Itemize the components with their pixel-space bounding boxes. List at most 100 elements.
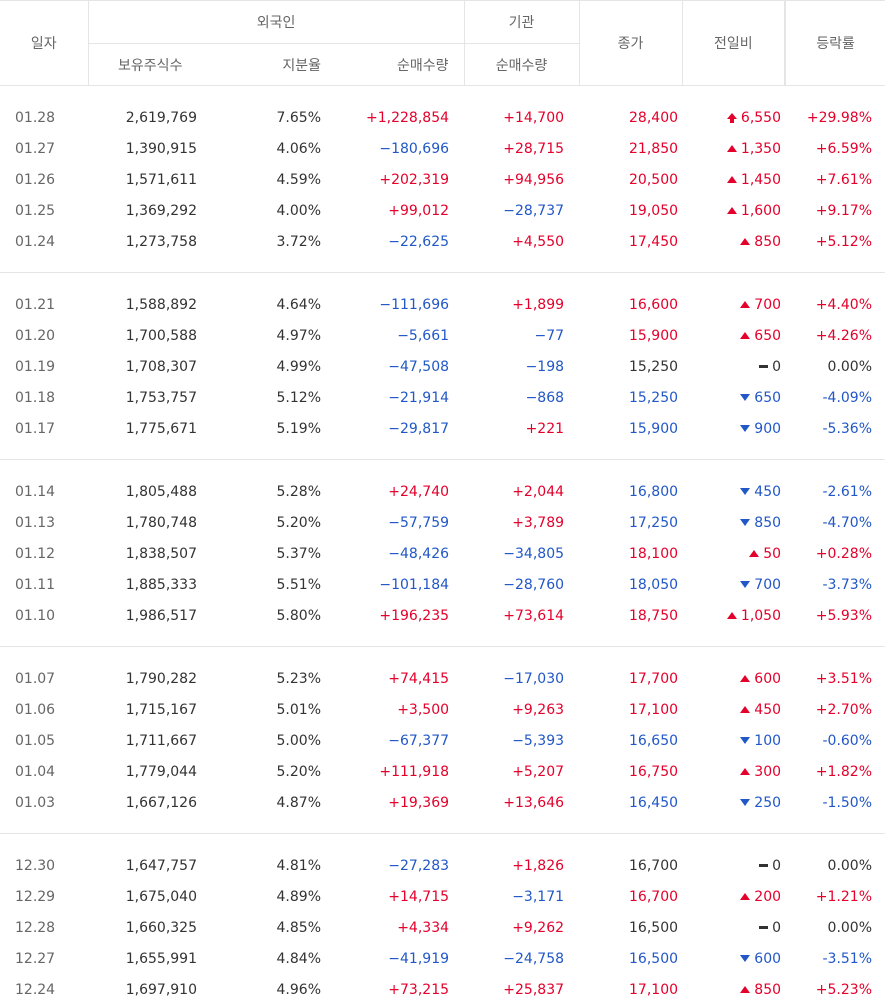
holdings-cell: 1,697,910	[88, 974, 212, 1005]
ratio-cell: 5.20%	[212, 507, 336, 538]
holdings-cell: 1,571,611	[88, 164, 212, 195]
change-value: 650	[754, 328, 781, 344]
holdings-cell: 1,700,588	[88, 320, 212, 351]
change-value: 0	[772, 359, 781, 375]
holdings-cell: 1,369,292	[88, 195, 212, 226]
down-triangle-icon	[740, 799, 750, 806]
date-cell: 01.12	[0, 538, 88, 569]
up-triangle-icon	[727, 176, 737, 183]
holdings-cell: 1,715,167	[88, 694, 212, 725]
change-value: 50	[763, 546, 781, 562]
down-triangle-icon	[740, 488, 750, 495]
close-cell: 16,500	[579, 912, 682, 943]
change-value: 250	[754, 795, 781, 811]
table-header: 일자 외국인 기관 종가 전일비 등락률 보유주식수 지분율 순매수량 순매수량	[0, 1, 885, 86]
change-cell: 850	[682, 226, 785, 257]
up-triangle-icon	[740, 768, 750, 775]
change-value: 0	[772, 858, 781, 874]
foreign-net-cell: +19,369	[336, 787, 464, 818]
rate-cell: -0.60%	[785, 725, 885, 756]
close-cell: 20,500	[579, 164, 682, 195]
change-cell: 50	[682, 538, 785, 569]
ratio-cell: 4.06%	[212, 133, 336, 164]
inst-net-cell: +3,789	[464, 507, 579, 538]
change-cell: 0	[682, 850, 785, 881]
change-value: 700	[754, 577, 781, 593]
change-value: 900	[754, 421, 781, 437]
date-cell: 01.26	[0, 164, 88, 195]
rate-cell: +0.28%	[785, 538, 885, 569]
rate-cell: +5.23%	[785, 974, 885, 1005]
foreign-net-cell: −48,426	[336, 538, 464, 569]
ratio-cell: 4.99%	[212, 351, 336, 382]
close-cell: 15,250	[579, 382, 682, 413]
ratio-cell: 4.59%	[212, 164, 336, 195]
rate-cell: 0.00%	[785, 912, 885, 943]
close-cell: 16,500	[579, 943, 682, 974]
change-cell: 650	[682, 382, 785, 413]
inst-net-cell: +14,700	[464, 102, 579, 133]
header-institution: 기관	[464, 1, 579, 44]
ratio-cell: 7.65%	[212, 102, 336, 133]
inst-net-cell: +9,262	[464, 912, 579, 943]
holdings-cell: 1,779,044	[88, 756, 212, 787]
header-date: 일자	[0, 1, 88, 86]
change-value: 1,600	[741, 203, 781, 219]
ratio-cell: 4.00%	[212, 195, 336, 226]
up-triangle-icon	[740, 301, 750, 308]
rate-cell: +29.98%	[785, 102, 885, 133]
up-triangle-icon	[740, 675, 750, 682]
header-change: 전일비	[682, 1, 785, 86]
date-cell: 01.18	[0, 382, 88, 413]
rate-cell: +9.17%	[785, 195, 885, 226]
header-foreign: 외국인	[88, 1, 464, 44]
inst-net-cell: −17,030	[464, 663, 579, 694]
date-cell: 01.19	[0, 351, 88, 382]
up-triangle-icon	[727, 207, 737, 214]
header-inst-net: 순매수량	[464, 44, 579, 86]
holdings-cell: 1,986,517	[88, 600, 212, 631]
foreign-net-cell: −57,759	[336, 507, 464, 538]
holdings-cell: 1,655,991	[88, 943, 212, 974]
holdings-cell: 1,708,307	[88, 351, 212, 382]
header-ratio: 지분율	[212, 44, 336, 86]
date-cell: 01.07	[0, 663, 88, 694]
inst-net-cell: +2,044	[464, 476, 579, 507]
date-cell: 12.29	[0, 881, 88, 912]
change-cell: 650	[682, 320, 785, 351]
date-cell: 12.30	[0, 850, 88, 881]
inst-net-cell: +1,826	[464, 850, 579, 881]
change-cell: 6,550	[682, 102, 785, 133]
change-cell: 0	[682, 912, 785, 943]
up-triangle-icon	[740, 893, 750, 900]
date-cell: 01.28	[0, 102, 88, 133]
up-triangle-icon	[727, 145, 737, 152]
down-triangle-icon	[740, 394, 750, 401]
inst-net-cell: +25,837	[464, 974, 579, 1005]
header-rate: 등락률	[785, 1, 885, 86]
foreign-net-cell: +74,415	[336, 663, 464, 694]
change-value: 450	[754, 484, 781, 500]
down-triangle-icon	[740, 955, 750, 962]
foreign-net-cell: −180,696	[336, 133, 464, 164]
foreign-net-cell: +24,740	[336, 476, 464, 507]
foreign-net-cell: +202,319	[336, 164, 464, 195]
change-cell: 450	[682, 694, 785, 725]
inst-net-cell: −3,171	[464, 881, 579, 912]
change-cell: 1,600	[682, 195, 785, 226]
ratio-cell: 5.80%	[212, 600, 336, 631]
close-cell: 19,050	[579, 195, 682, 226]
rate-cell: +4.40%	[785, 289, 885, 320]
foreign-net-cell: +1,228,854	[336, 102, 464, 133]
inst-net-cell: −34,805	[464, 538, 579, 569]
header-close: 종가	[579, 1, 682, 86]
close-cell: 15,900	[579, 413, 682, 444]
